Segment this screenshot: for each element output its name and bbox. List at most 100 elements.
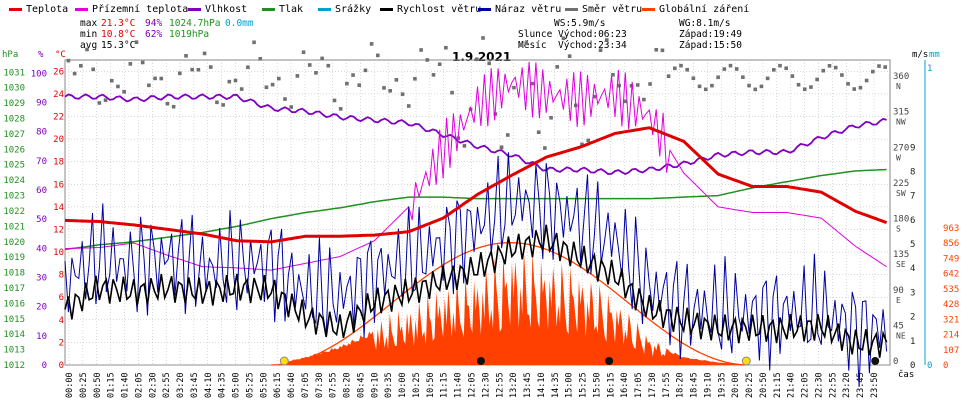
x-tick-label: 21:15 [773,372,783,398]
x-tick-label: 04:35 [218,372,228,398]
x-tick-label: 23:45 [856,372,866,398]
wind-dir-point [109,78,114,83]
pressure-tick: 1029 [3,99,25,109]
radiation-tick: 642 [943,270,959,280]
wind-dir-name: NW [896,118,906,127]
x-tick-label: 08:20 [343,372,353,398]
wind-dir-point [778,63,782,68]
wind-dir-tick: 135 [893,250,909,260]
rain-tick: 0 [927,361,932,371]
temperature-tick: 12 [53,225,64,235]
radiation-tick: 428 [943,300,959,310]
temperature-tick: 18 [53,158,64,168]
wind-dir-point [122,89,126,94]
wind-dir-point [320,56,324,61]
wind-dir-point [710,83,714,88]
wind-dir-point [827,64,832,68]
humidity-tick: 80 [36,128,47,138]
wind-dir-point [864,78,869,83]
legend-item-teplota: Teplota [9,3,68,15]
x-tick-label: 02:30 [148,372,158,398]
x-tick-label: 16:40 [620,372,630,398]
sunrise-marker [279,356,289,366]
legend-item-srazky: Srážky [318,3,371,15]
wind-dir-point [208,65,213,69]
wind-dir-point [809,85,813,89]
x-tick-label: 20:25 [745,372,755,398]
x-tick-label: 22:55 [828,372,838,398]
x-tick-label: 15:50 [592,372,602,398]
wind-dir-point [722,67,727,71]
wind-unit: m/s [912,50,928,60]
wind-dir-name: SE [896,260,906,269]
radiation-tick: 214 [943,331,959,341]
temperature-tick: 20 [53,135,64,145]
wind-dir-point [747,83,751,88]
x-tick-label: 23:20 [842,372,852,398]
x-tick-label: 23:50 [870,372,880,398]
wind-dir-point [307,63,312,67]
x-tick-label: 01:15 [107,372,117,398]
wind-dir-name: NE [896,331,906,340]
wind-dir-point [499,145,504,150]
wind-dir-point [660,48,665,53]
x-tick-label: 11:15 [440,372,450,398]
wind-dir-tick: 225 [893,179,909,189]
wind-dir-point [314,71,318,75]
x-tick-label: 09:35 [384,372,394,398]
wind-dir-name: W [896,153,901,162]
x-tick-label: 01:40 [121,372,131,398]
wind-gust-line [64,152,888,387]
pressure-tick: 1024 [3,176,25,186]
wind-dir-point [97,101,102,105]
wind-dir-point [140,60,145,65]
x-tick-label: 08:45 [356,372,366,398]
wind-dir-point [147,83,151,88]
x-tick-label: 21:40 [787,372,797,398]
wind-dir-point [171,104,176,109]
wind-dir-point [598,48,603,52]
temperature-unit: °C [55,50,66,60]
wind-dir-point [184,54,188,58]
x-tick-label: 17:55 [662,372,672,398]
wind-dir-point [413,76,417,81]
x-tick-label: 12:55 [495,372,505,398]
humidity-line [64,93,887,176]
wind-dir-point [363,68,368,73]
wind-dir-point [673,66,677,71]
wind-dir-point [382,86,386,90]
humidity-tick: 0 [42,361,47,371]
info-moon: Měsíc Východ:23:34 [518,40,627,51]
wind-dir-point [543,146,547,150]
wind-dir-name: SW [896,189,906,198]
legend-item-tlak: Tlak [262,3,303,15]
wind-dir-point [642,97,646,102]
x-tick-label: 19:10 [703,372,713,398]
wind-dir-point [883,65,887,69]
wind-dir-tick: 315 [893,108,909,118]
wind-dir-point [128,62,133,66]
humidity-tick: 90 [36,99,47,109]
temperature-tick: 24 [53,90,64,100]
wind-dir-point [505,133,510,137]
wind-dir-point [351,73,355,77]
wind-dir-point [679,63,683,68]
humidity-tick: 40 [36,244,47,254]
stat-avg-temp: 15.3°C [101,40,136,51]
stat-min-temp: 10.8°C [101,29,136,40]
wind-dir-point [648,82,652,86]
temperature-tick: 22 [53,112,64,122]
wind-dir-point [567,54,572,58]
wind-dir-point [790,74,795,78]
wind-dir-name: E [896,296,901,305]
legend-item-rychlost-vetru: Rychlost větru [380,3,481,15]
x-tick-label: 00:25 [79,372,89,398]
wind-dir-point [227,79,232,84]
pressure-line [64,168,887,251]
wind-dir-point [784,66,788,71]
temperature-tick: 4 [59,316,64,326]
pressure-tick: 1016 [3,299,25,309]
humidity-unit: % [38,50,44,60]
wind-speed-line [64,224,888,358]
